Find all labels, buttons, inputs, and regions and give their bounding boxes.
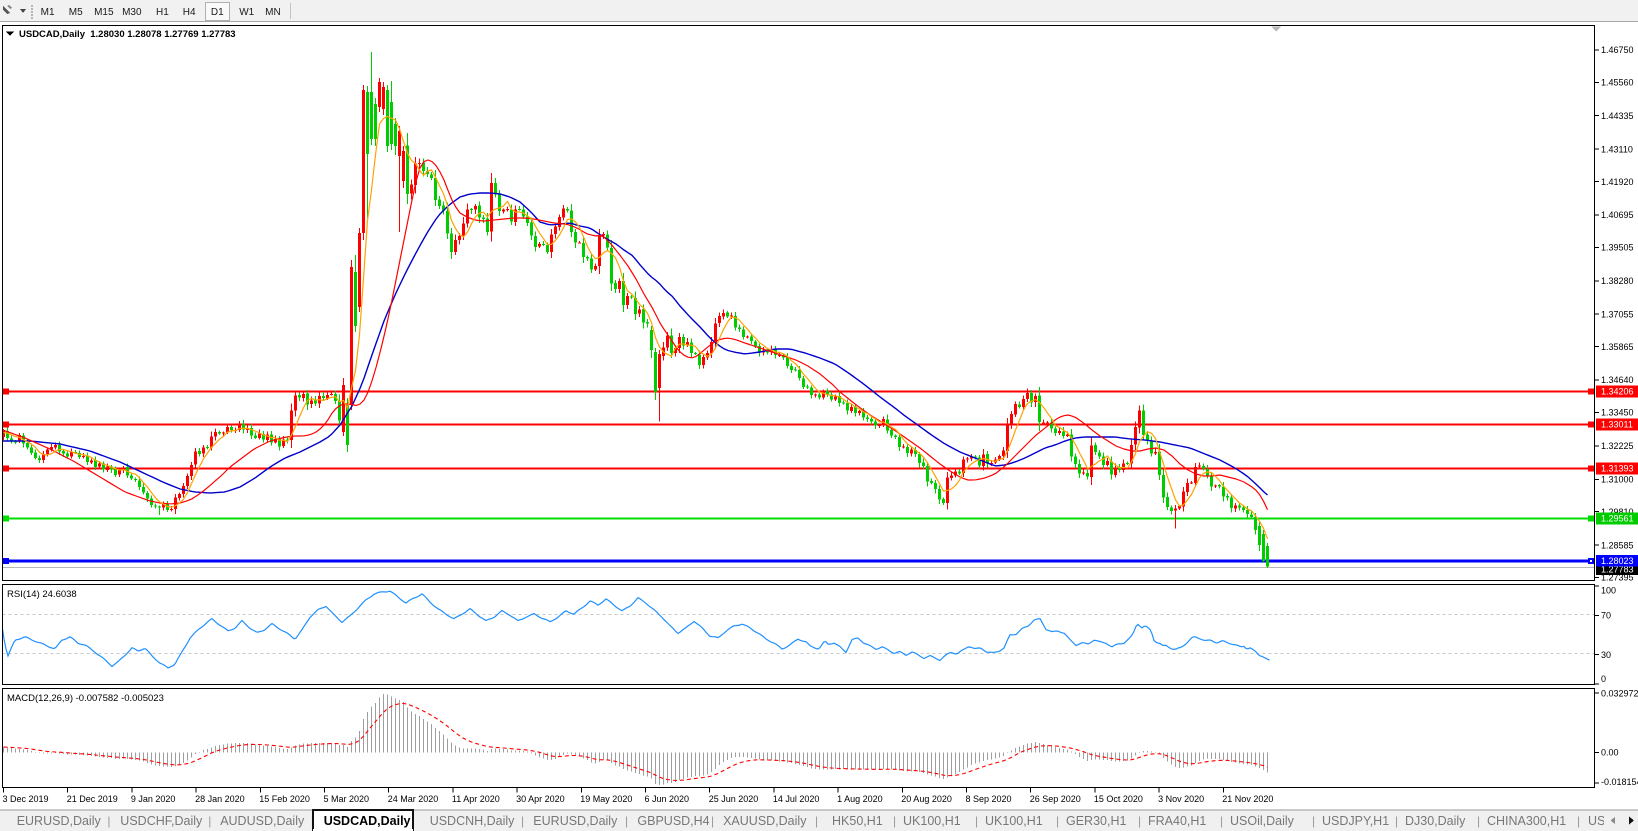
svg-text:|: | <box>1477 814 1480 828</box>
svg-text:GER30,H1: GER30,H1 <box>1066 814 1126 828</box>
svg-text:M1: M1 <box>41 7 55 18</box>
svg-text:|: | <box>711 814 714 828</box>
svg-text:|: | <box>625 814 628 828</box>
svg-text:20 Aug 2020: 20 Aug 2020 <box>901 794 952 804</box>
svg-text:1.31393: 1.31393 <box>1601 464 1634 474</box>
svg-text:0.032972: 0.032972 <box>1601 688 1638 698</box>
svg-text:1.40695: 1.40695 <box>1601 210 1634 220</box>
svg-text:USDCAD,Daily: USDCAD,Daily <box>324 814 411 828</box>
svg-text:70: 70 <box>1601 611 1611 621</box>
svg-text:UK100,H1: UK100,H1 <box>985 814 1043 828</box>
svg-text:100: 100 <box>1601 586 1616 596</box>
svg-text:EURUSD,Daily: EURUSD,Daily <box>533 814 618 828</box>
svg-text:15 Oct 2020: 15 Oct 2020 <box>1094 794 1143 804</box>
svg-text:28 Jan 2020: 28 Jan 2020 <box>195 794 245 804</box>
svg-text:3 Dec 2019: 3 Dec 2019 <box>3 794 49 804</box>
svg-text:26 Sep 2020: 26 Sep 2020 <box>1030 794 1081 804</box>
svg-text:1.31000: 1.31000 <box>1601 475 1634 485</box>
svg-text:1.34640: 1.34640 <box>1601 375 1634 385</box>
svg-text:1 Aug 2020: 1 Aug 2020 <box>837 794 883 804</box>
svg-text:M30: M30 <box>122 7 142 18</box>
svg-text:H1: H1 <box>156 7 169 18</box>
svg-text:25 Jun 2020: 25 Jun 2020 <box>709 794 759 804</box>
svg-text:HK50,H1: HK50,H1 <box>832 814 883 828</box>
svg-text:|: | <box>1395 814 1398 828</box>
svg-text:FRA40,H1: FRA40,H1 <box>1148 814 1206 828</box>
svg-text:1.27783: 1.27783 <box>1601 565 1634 575</box>
svg-text:1.43110: 1.43110 <box>1601 144 1633 154</box>
svg-text:1.27395: 1.27395 <box>1601 573 1634 583</box>
svg-text:14 Jul 2020: 14 Jul 2020 <box>773 794 820 804</box>
svg-text:|: | <box>815 814 818 828</box>
svg-text:21 Dec 2019: 21 Dec 2019 <box>67 794 118 804</box>
svg-text:EURUSD,Daily: EURUSD,Daily <box>17 814 102 828</box>
svg-text:8 Sep 2020: 8 Sep 2020 <box>966 794 1012 804</box>
svg-text:21 Nov 2020: 21 Nov 2020 <box>1222 794 1273 804</box>
svg-text:MACD(12,26,9) -0.007582 -0.005: MACD(12,26,9) -0.007582 -0.005023 <box>7 693 164 704</box>
svg-text:1.29810: 1.29810 <box>1601 507 1634 517</box>
svg-text:H4: H4 <box>183 7 196 18</box>
svg-text:CHINA300,H1: CHINA300,H1 <box>1487 814 1566 828</box>
svg-text:-0.018154: -0.018154 <box>1601 777 1638 787</box>
svg-text:USDCAD,Daily 1.28030 1.28078: USDCAD,Daily 1.28030 1.28078 1.27769 1.2… <box>19 29 236 40</box>
svg-text:3 Nov 2020: 3 Nov 2020 <box>1158 794 1204 804</box>
svg-text:|: | <box>975 814 978 828</box>
svg-text:MN: MN <box>265 7 281 18</box>
svg-text:1.32225: 1.32225 <box>1601 441 1634 451</box>
svg-text:1.37055: 1.37055 <box>1601 309 1634 319</box>
svg-text:1.35865: 1.35865 <box>1601 342 1634 352</box>
svg-text:|: | <box>1220 814 1223 828</box>
svg-text:15 Feb 2020: 15 Feb 2020 <box>259 794 310 804</box>
svg-text:9 Jan 2020: 9 Jan 2020 <box>131 794 176 804</box>
svg-text:GBPUSD,H4: GBPUSD,H4 <box>637 814 709 828</box>
svg-text:XAUUSD,Daily: XAUUSD,Daily <box>723 814 807 828</box>
svg-text:|: | <box>1577 814 1580 828</box>
svg-text:1.44335: 1.44335 <box>1601 111 1634 121</box>
svg-text:USDJPY,H1: USDJPY,H1 <box>1322 814 1389 828</box>
svg-text:1.34206: 1.34206 <box>1601 387 1634 397</box>
svg-text:|: | <box>107 814 110 828</box>
svg-text:W1: W1 <box>239 7 254 18</box>
svg-text:30 Apr 2020: 30 Apr 2020 <box>516 794 565 804</box>
svg-text:1.33011: 1.33011 <box>1601 420 1633 430</box>
svg-text:0: 0 <box>1601 674 1606 684</box>
svg-text:30: 30 <box>1601 650 1611 660</box>
svg-text:AUDUSD,Daily: AUDUSD,Daily <box>220 814 305 828</box>
svg-text:|: | <box>521 814 524 828</box>
svg-text:M15: M15 <box>94 7 114 18</box>
svg-text:24 Mar 2020: 24 Mar 2020 <box>388 794 439 804</box>
svg-text:1.46750: 1.46750 <box>1601 45 1634 55</box>
svg-text:1.41920: 1.41920 <box>1601 177 1634 187</box>
svg-text:1.28585: 1.28585 <box>1601 540 1634 550</box>
svg-text:1.28023: 1.28023 <box>1601 556 1634 566</box>
svg-text:RSI(14) 24.6038: RSI(14) 24.6038 <box>7 589 77 600</box>
svg-text:0.00: 0.00 <box>1601 748 1619 758</box>
svg-text:USDCNH,Daily: USDCNH,Daily <box>430 814 515 828</box>
svg-text:1.33450: 1.33450 <box>1601 408 1634 418</box>
svg-text:|: | <box>208 814 211 828</box>
svg-text:USOil,Daily: USOil,Daily <box>1230 814 1295 828</box>
svg-text:1.39505: 1.39505 <box>1601 243 1634 253</box>
svg-text:1.38280: 1.38280 <box>1601 276 1634 286</box>
svg-text:|: | <box>1138 814 1141 828</box>
svg-text:USDCHF,Daily: USDCHF,Daily <box>120 814 203 828</box>
svg-text:D1: D1 <box>211 7 224 18</box>
svg-text:1.29561: 1.29561 <box>1601 514 1634 524</box>
svg-text:|: | <box>1056 814 1059 828</box>
svg-text:|: | <box>893 814 896 828</box>
svg-text:6 Jun 2020: 6 Jun 2020 <box>645 794 690 804</box>
svg-text:1.45560: 1.45560 <box>1601 78 1634 88</box>
svg-text:UK100,H1: UK100,H1 <box>903 814 961 828</box>
svg-text:DJ30,Daily: DJ30,Daily <box>1405 814 1466 828</box>
svg-text:11 Apr 2020: 11 Apr 2020 <box>452 794 500 804</box>
svg-text:19 May 2020: 19 May 2020 <box>580 794 632 804</box>
svg-text:|: | <box>1312 814 1315 828</box>
svg-text:5 Mar 2020: 5 Mar 2020 <box>324 794 370 804</box>
svg-text:M5: M5 <box>69 7 83 18</box>
